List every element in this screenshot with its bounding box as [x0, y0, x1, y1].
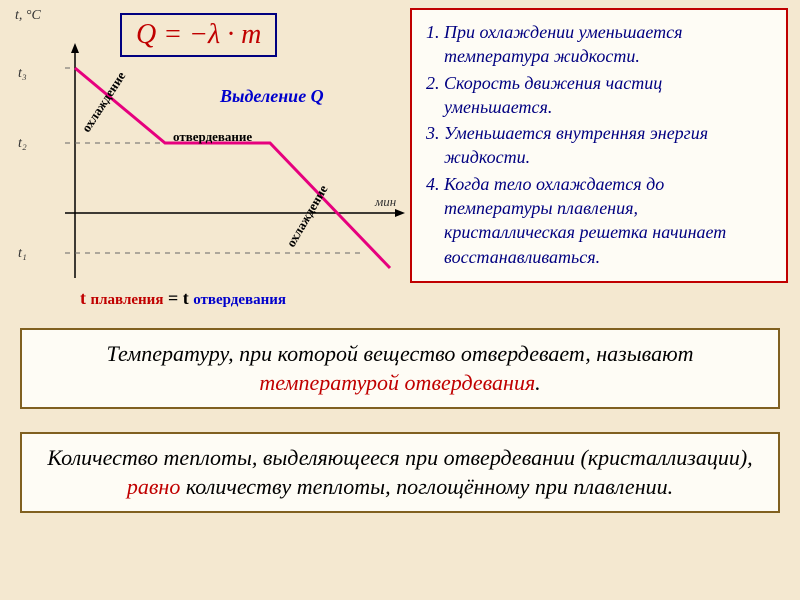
- t-melt-prefix: t: [80, 288, 91, 308]
- def1-highlight: температурой отвердевания: [259, 370, 535, 395]
- tick-t1: t₁: [18, 246, 27, 262]
- properties-list-box: При охлаждении уменьшается температура ж…: [410, 8, 788, 283]
- list-item: Когда тело охлаждается до температуры пл…: [426, 172, 772, 269]
- def1-text-b: .: [535, 370, 541, 395]
- definition-box-2: Количество теплоты, выделяющееся при отв…: [20, 432, 780, 513]
- definition-box-1: Температуру, при которой вещество отверд…: [20, 328, 780, 409]
- tick-t2: t₂: [18, 136, 27, 152]
- def1-text-a: Температуру, при которой вещество отверд…: [107, 341, 694, 366]
- list-item: Скорость движения частиц уменьшается.: [426, 71, 772, 120]
- def2-text-b: количеству теплоты, поглощённому при пла…: [180, 474, 673, 499]
- label-solid: отвердевание: [173, 129, 252, 145]
- y-arrow-icon: [71, 43, 79, 53]
- list-item: Уменьшается внутренняя энергия жидкости.: [426, 121, 772, 170]
- list-item: При охлаждении уменьшается температура ж…: [426, 20, 772, 69]
- release-q-label: Выделение Q: [220, 86, 324, 107]
- y-axis-label: t, °C: [15, 8, 41, 24]
- x-arrow-icon: [395, 209, 405, 217]
- chart-area: t, °C Q = −λ · m мин t₃ t₂ t₁ охлаждение…: [10, 8, 410, 308]
- def2-highlight: равно: [127, 474, 180, 499]
- t-melting-equals: t плавления = t отвердевания: [80, 288, 286, 309]
- chart-svg: мин: [40, 38, 410, 288]
- t-eq-sign: = t: [163, 288, 193, 308]
- properties-list: При охлаждении уменьшается температура ж…: [426, 20, 772, 269]
- t-melt-word: плавления: [91, 292, 164, 308]
- t-solid-word: отвердевания: [193, 292, 286, 308]
- def2-text-a: Количество теплоты, выделяющееся при отв…: [47, 445, 752, 470]
- x-axis-label: мин: [374, 194, 396, 209]
- tick-t3: t₃: [18, 66, 27, 82]
